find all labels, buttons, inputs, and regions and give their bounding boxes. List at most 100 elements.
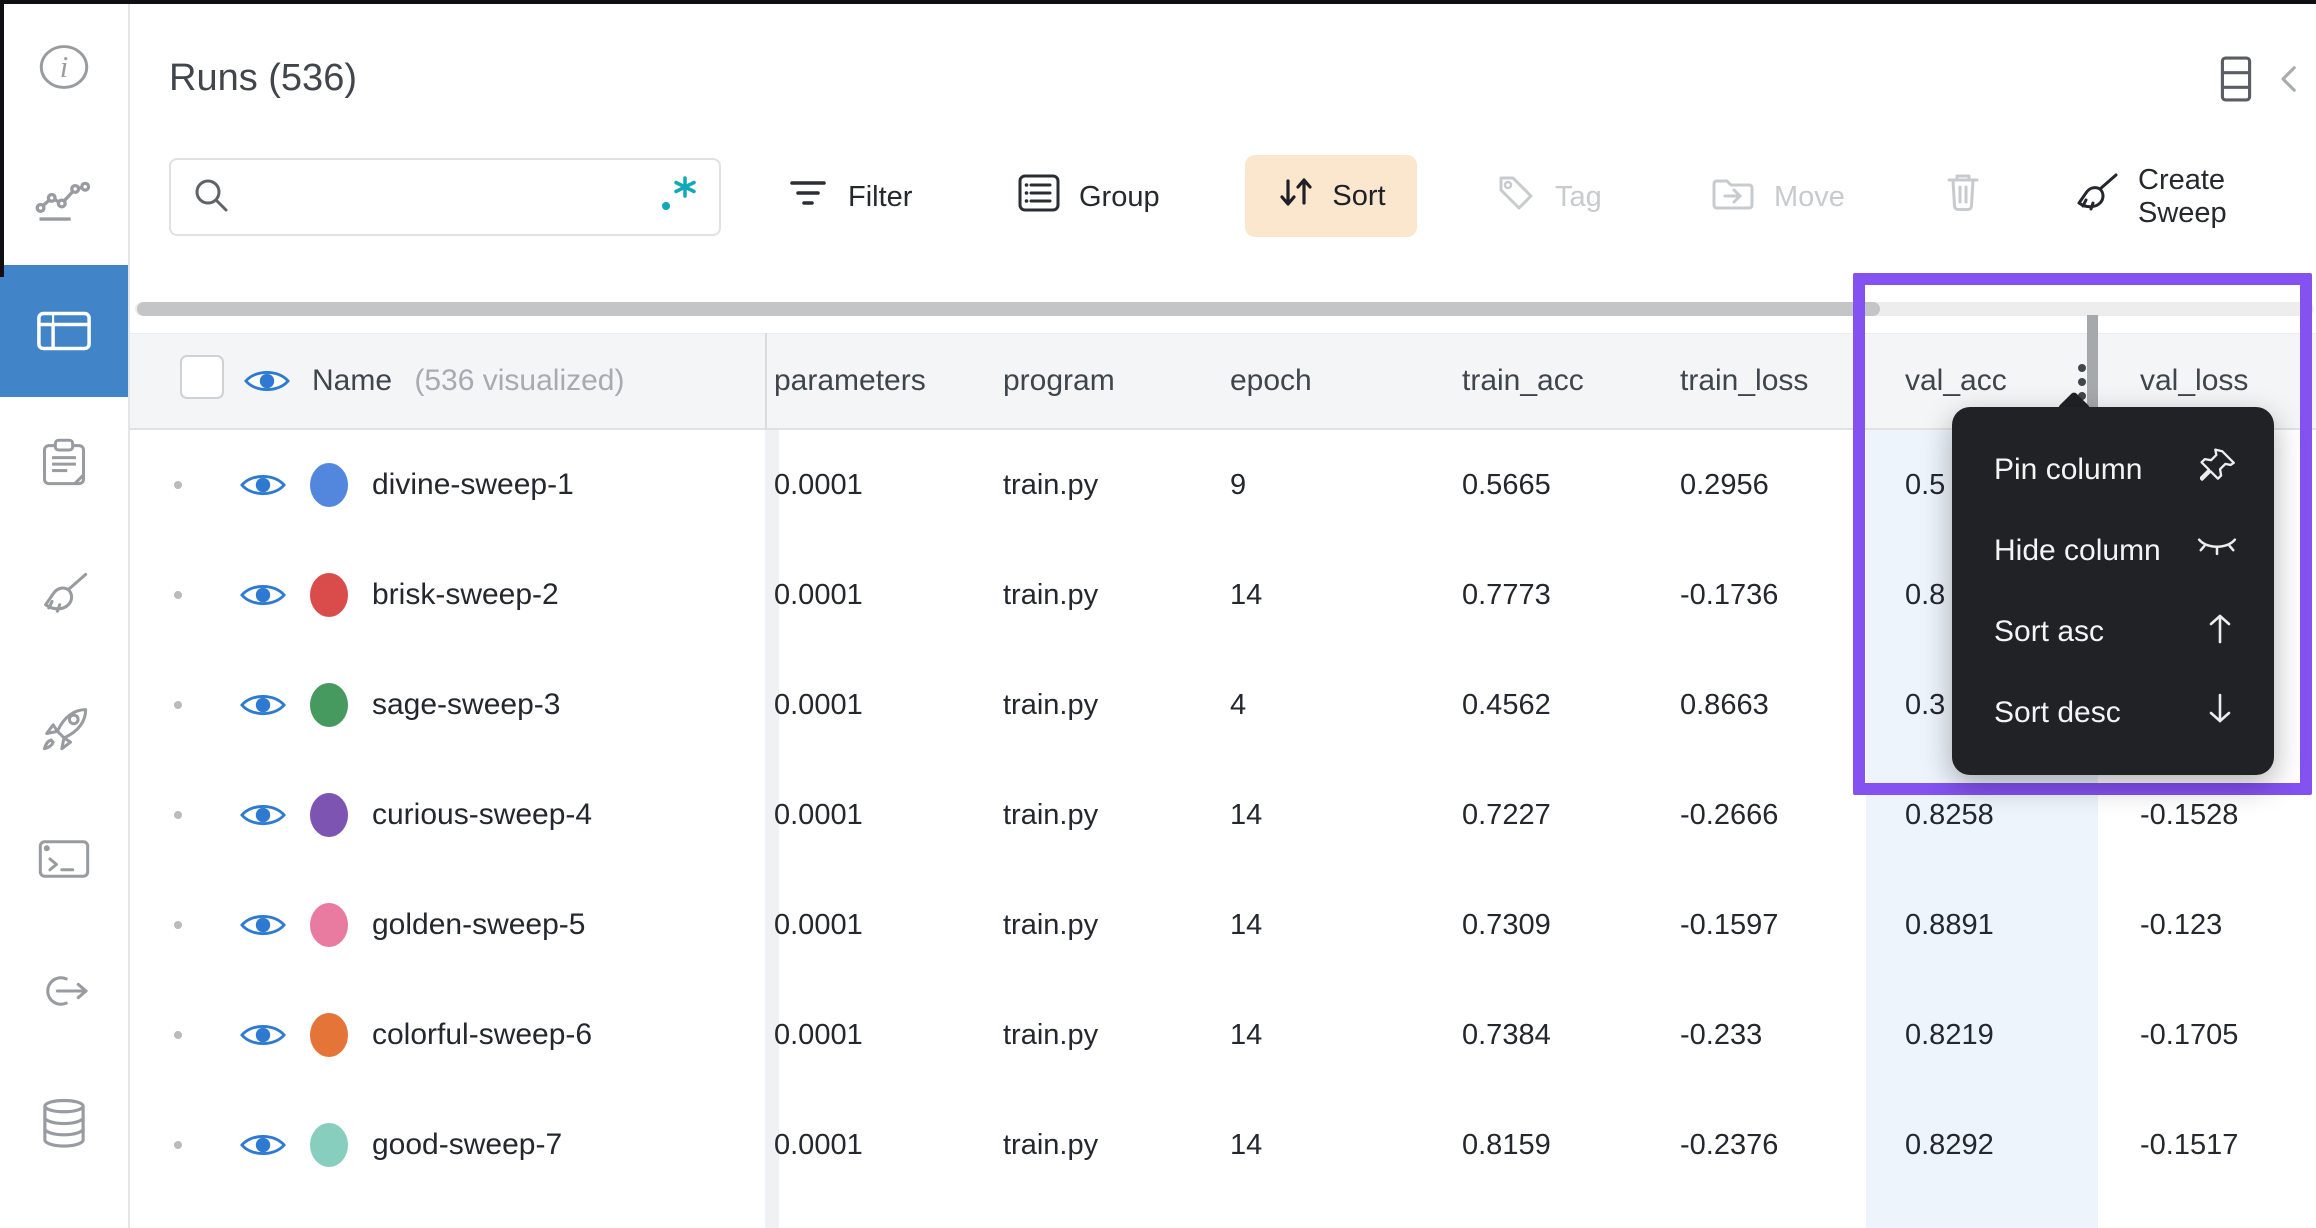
sidebar-item-notes[interactable] [0,397,128,529]
cell-parameters: 0.0001 [774,579,863,611]
window-left-edge [0,0,4,277]
create-sweep-button[interactable]: Create Sweep [2074,158,2316,236]
columns-icon[interactable] [2220,56,2252,107]
cell-val_acc: 0.8891 [1905,909,1994,941]
cell-train_loss: -0.2666 [1680,799,1779,831]
name-column-header[interactable]: Name (536 visualized) [312,334,624,428]
chevron-left-icon[interactable] [2278,64,2298,99]
visibility-eye-icon[interactable] [240,579,286,616]
cell-epoch: 14 [1230,1019,1263,1051]
move-button[interactable]: Move [1710,158,1845,236]
row-drag-handle[interactable] [174,701,182,709]
column-header-train_loss[interactable]: train_loss [1680,364,1809,397]
cell-train_loss: 0.8663 [1680,689,1769,721]
group-button[interactable]: Group [1017,158,1160,236]
cell-train_loss: -0.1597 [1680,909,1779,941]
link-arrow-icon [35,969,93,1013]
eye-closed-icon [2196,532,2238,570]
run-name[interactable]: brisk-sweep-2 [372,578,559,611]
group-label: Group [1079,180,1160,213]
run-color-dot [310,573,348,617]
run-name[interactable]: divine-sweep-1 [372,468,574,501]
delete-button[interactable] [1941,158,1985,236]
cell-val_loss: -0.123 [2140,909,2223,941]
column-header-epoch[interactable]: epoch [1230,364,1312,397]
cell-val_loss: -0.1705 [2140,1019,2239,1051]
search-box [169,158,721,236]
name-column-divider [765,430,779,1228]
table-row: divine-sweep-1 0.0001 train.py 9 0.5665 0.295… [130,430,2316,540]
cell-program: train.py [1003,579,1099,611]
row-drag-handle[interactable] [174,481,182,489]
cell-parameters: 0.0001 [774,469,863,501]
visualized-count-label: (536 visualized) [414,364,625,397]
select-all-checkbox[interactable] [180,355,224,399]
run-name[interactable]: good-sweep-7 [372,1128,563,1161]
run-color-dot [310,463,348,507]
cell-parameters: 0.0001 [774,799,863,831]
window-top-edge [0,0,2316,4]
cell-epoch: 4 [1230,689,1247,721]
sidebar-item-info[interactable]: i [0,1,128,133]
visibility-eye-icon[interactable] [244,334,290,428]
cell-train_loss: -0.2376 [1680,1129,1779,1161]
column-resize-handle[interactable] [2087,315,2098,428]
move-folder-icon [1710,173,1756,221]
menu-item-label: Sort asc [1994,614,2105,648]
menu-item-pin-column[interactable]: Pin column [1952,429,2274,510]
row-drag-handle[interactable] [174,1031,182,1039]
sidebar-item-sweeps[interactable] [0,529,128,661]
visibility-eye-icon[interactable] [240,469,286,506]
cell-parameters: 0.0001 [774,909,863,941]
regex-icon[interactable] [657,175,699,220]
row-drag-handle[interactable] [174,1141,182,1149]
sidebar-item-logs[interactable] [0,793,128,925]
visibility-eye-icon[interactable] [240,1129,286,1166]
sidebar-item-launch[interactable] [0,661,128,793]
visibility-eye-icon[interactable] [240,799,286,836]
sidebar-item-runs-table[interactable] [0,265,128,397]
name-column-header-divider [765,333,767,430]
search-input[interactable] [247,180,657,214]
menu-item-label: Pin column [1994,452,2143,486]
cell-train_acc: 0.4562 [1462,689,1551,721]
tag-label: Tag [1555,180,1602,213]
run-name[interactable]: curious-sweep-4 [372,798,593,831]
column-header-val_acc[interactable]: val_acc [1905,364,2007,397]
column-header-program[interactable]: program [1003,364,1115,397]
menu-item-sort-asc[interactable]: Sort asc [1952,591,2274,672]
visibility-eye-icon[interactable] [240,909,286,946]
filter-button[interactable]: Filter [786,158,912,236]
row-drag-handle[interactable] [174,921,182,929]
filter-label: Filter [848,180,913,213]
visibility-eye-icon[interactable] [240,1019,286,1056]
filter-icon [786,174,830,220]
tag-button[interactable]: Tag [1495,158,1602,236]
rocket-icon [35,701,93,753]
cell-program: train.py [1003,909,1099,941]
sidebar-item-artifacts[interactable] [0,1057,128,1189]
run-name[interactable]: colorful-sweep-6 [372,1018,593,1051]
column-header-train_acc[interactable]: train_acc [1462,364,1584,397]
sidebar-item-charts[interactable] [0,133,128,265]
row-drag-handle[interactable] [174,591,182,599]
cell-val_acc: 0.8292 [1905,1129,1994,1161]
terminal-icon [36,835,92,883]
header-actions [2220,56,2298,107]
table-row: colorful-sweep-6 0.0001 train.py 14 0.7384 -0… [130,980,2316,1090]
menu-item-hide-column[interactable]: Hide column [1952,510,2274,591]
row-drag-handle[interactable] [174,811,182,819]
sort-button[interactable]: Sort [1245,155,1417,237]
cell-epoch: 14 [1230,799,1263,831]
run-color-dot [310,683,348,727]
run-name[interactable]: sage-sweep-3 [372,688,561,721]
cell-train_acc: 0.7309 [1462,909,1551,941]
column-header-parameters[interactable]: parameters [774,364,926,397]
trash-icon [1941,170,1985,224]
column-header-val_loss[interactable]: val_loss [2140,364,2249,397]
sidebar-item-automations[interactable] [0,925,128,1057]
menu-item-sort-desc[interactable]: Sort desc [1952,672,2274,753]
visibility-eye-icon[interactable] [240,689,286,726]
run-name[interactable]: golden-sweep-5 [372,908,586,941]
horizontal-scrollbar-thumb[interactable] [137,302,1880,316]
